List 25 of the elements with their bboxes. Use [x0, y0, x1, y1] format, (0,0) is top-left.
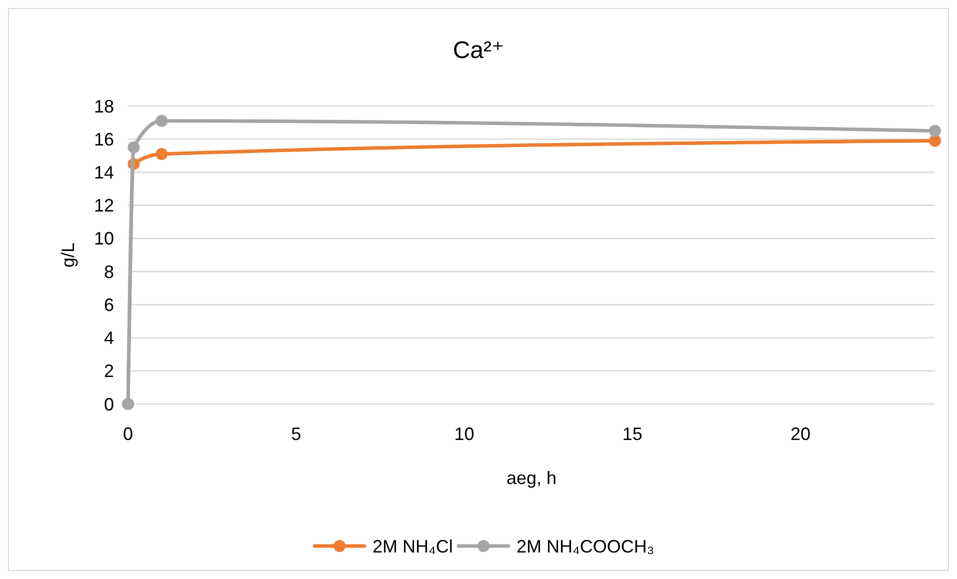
- y-tick-label: 16: [94, 129, 114, 150]
- point: [929, 124, 941, 137]
- legend-label: 2M NH₄COOCH₃: [516, 536, 654, 556]
- y-tick-label: 2: [104, 361, 114, 382]
- y-tick-label: 6: [104, 294, 114, 315]
- x-tick-label: 10: [454, 424, 474, 444]
- point: [156, 114, 168, 127]
- y-tick-label: 14: [94, 162, 114, 183]
- y-tick-label: 8: [104, 262, 114, 282]
- y-axis-title: g/L: [58, 242, 78, 268]
- y-tick-label: 12: [94, 196, 114, 216]
- y-tick-label: 4: [104, 328, 114, 348]
- legend-label: 2M NH₄Cl: [372, 536, 453, 556]
- x-tick-label: 20: [790, 424, 811, 444]
- point: [929, 134, 941, 147]
- x-tick-label: 5: [291, 424, 302, 444]
- x-axis-title: aeg, h: [506, 468, 557, 488]
- x-tick-label: 0: [122, 424, 134, 444]
- chart-title: Ca²⁺: [452, 37, 504, 64]
- point: [128, 141, 140, 154]
- y-tick-label: 18: [94, 96, 114, 116]
- point: [156, 148, 168, 160]
- x-tick-label: 15: [622, 424, 642, 444]
- y-tick-label: 10: [94, 228, 114, 249]
- y-tick-label: 0: [104, 394, 114, 414]
